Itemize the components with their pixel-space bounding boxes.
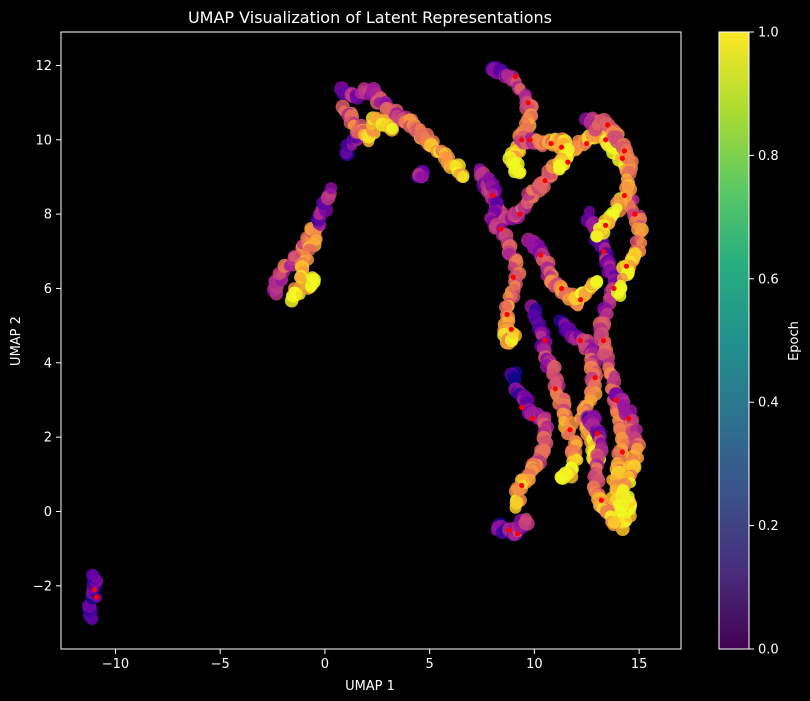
scatter-point (553, 163, 566, 176)
highlight-point (632, 211, 638, 217)
colorbar-tick-label: 0.8 (758, 149, 779, 164)
x-tick-label: −5 (211, 657, 230, 672)
highlight-point (611, 285, 617, 292)
highlight-point (605, 122, 611, 128)
y-tick-label: 10 (35, 133, 52, 148)
highlight-point (512, 74, 519, 80)
highlight-point (603, 137, 609, 143)
scatter-point (520, 512, 532, 525)
highlight-point (592, 375, 598, 381)
y-tick-label: 12 (35, 59, 52, 74)
x-axis: −10 −5 0 5 10 15 (102, 649, 648, 672)
highlight-point (577, 337, 584, 344)
colorbar-tick-label: 0.6 (758, 272, 779, 287)
highlight-point (621, 192, 628, 199)
highlight-point (504, 311, 510, 318)
x-tick-label: 5 (426, 657, 434, 672)
highlight-point (498, 226, 504, 232)
colorbar-tick-label: 1.0 (758, 26, 779, 41)
highlight-point (621, 148, 628, 154)
x-tick-label: 10 (526, 657, 543, 672)
highlight-point (552, 386, 558, 392)
scatter-point (385, 122, 398, 135)
y-tick-label: 6 (44, 282, 52, 297)
highlight-point (508, 326, 514, 332)
y-axis-label: UMAP 2 (9, 316, 24, 366)
highlight-point (538, 252, 544, 258)
scatter-point (614, 289, 627, 302)
highlight-point (613, 397, 619, 403)
scatter-point (457, 171, 470, 183)
scatter-point (294, 271, 306, 284)
x-tick-label: 0 (321, 657, 329, 672)
scatter-point (499, 300, 513, 314)
highlight-point (519, 137, 525, 143)
highlight-point (619, 449, 626, 455)
scatter-point (555, 472, 568, 484)
y-tick-label: 2 (44, 431, 52, 446)
y-tick-label: −2 (33, 579, 52, 594)
highlight-point (559, 144, 565, 150)
highlight-point (517, 211, 523, 217)
highlight-point (94, 594, 100, 600)
highlight-point (600, 248, 607, 254)
highlight-point (91, 586, 98, 593)
x-axis-label: UMAP 1 (345, 679, 395, 694)
y-tick-label: 8 (44, 208, 52, 223)
y-tick-label: 4 (44, 356, 52, 371)
highlight-point (542, 178, 548, 184)
colorbar-tick-label: 0.2 (758, 519, 779, 534)
scatter-point (615, 488, 630, 503)
highlight-point (529, 416, 535, 422)
scatter-point (509, 501, 522, 514)
highlight-point (577, 297, 584, 303)
scatter-point (325, 182, 338, 195)
highlight-point (527, 137, 533, 143)
highlight-point (489, 192, 496, 199)
y-axis: −2 0 2 4 6 8 10 12 (33, 59, 61, 594)
y-tick-label: 0 (44, 505, 52, 520)
scatter-point (614, 505, 627, 518)
highlight-point (603, 222, 609, 228)
highlight-point (506, 527, 512, 533)
x-tick-label: 15 (631, 657, 648, 672)
colorbar (718, 31, 750, 650)
scatter-point (591, 275, 604, 287)
highlight-point (626, 416, 632, 422)
scatter-point (86, 568, 99, 581)
scatter-point (513, 167, 526, 180)
scatter-points (82, 61, 649, 626)
highlight-point (567, 427, 573, 433)
colorbar-tick-label: 0.0 (758, 643, 779, 658)
colorbar-label: Epoch (787, 321, 802, 361)
chart-title: UMAP Visualization of Latent Representat… (188, 8, 552, 27)
colorbar-tick-label: 0.4 (758, 396, 779, 411)
highlight-point (598, 497, 605, 503)
highlight-point (565, 159, 571, 165)
scatter-point (591, 230, 604, 243)
highlight-point (525, 100, 531, 106)
scatter-point (415, 171, 428, 183)
highlight-point (619, 155, 626, 161)
highlight-point (600, 337, 607, 344)
highlight-point (559, 285, 565, 292)
scatter-point (306, 271, 319, 284)
highlight-point (548, 140, 554, 147)
highlight-point (623, 263, 630, 269)
highlight-point (519, 404, 525, 410)
highlight-point (542, 337, 548, 344)
colorbar-axis: 0.0 0.2 0.4 0.6 0.8 1.0 (749, 26, 779, 658)
highlight-point (584, 140, 590, 147)
scatter-point (608, 516, 620, 529)
highlight-point (519, 482, 525, 489)
highlight-point (594, 430, 600, 436)
x-tick-label: −10 (102, 657, 129, 672)
highlight-point (515, 531, 521, 537)
highlight-point (510, 274, 516, 280)
